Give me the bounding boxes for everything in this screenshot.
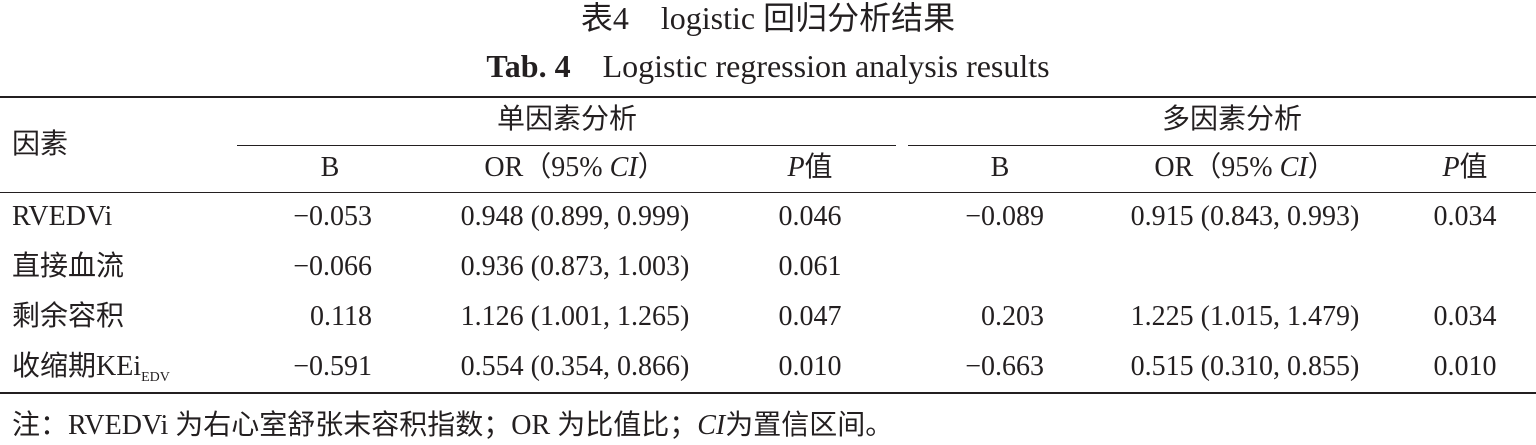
header-or-suffix: ） — [1307, 152, 1336, 183]
row-p-univariate: 0.046 — [778, 201, 842, 232]
table-title-english: Tab. 4 Logistic regression analysis resu… — [0, 50, 1536, 82]
top-rule — [0, 96, 1536, 98]
row-b-multivariate: 0.203 — [981, 301, 1044, 332]
row-or-univariate: 0.948 (0.899, 0.999) — [460, 201, 690, 232]
table-title-chinese: 表4 logistic 回归分析结果 — [0, 2, 1536, 34]
row-b-univariate: −0.066 — [293, 251, 372, 282]
row-b-univariate: −0.053 — [293, 201, 372, 232]
header-ci-text: CI — [609, 152, 638, 183]
header-univariate: 单因素分析 — [496, 104, 637, 135]
bottom-rule — [0, 392, 1536, 394]
group1-rule — [237, 145, 896, 146]
header-multivariate: 多因素分析 — [1161, 104, 1302, 135]
row-factor-subscript: EDV — [141, 370, 170, 385]
note-text: 注：RVEDVi 为右心室舒张末容积指数；OR 为比值比； — [12, 410, 698, 441]
header-or-text: OR（95% — [1154, 152, 1280, 183]
row-p-multivariate: 0.034 — [1433, 301, 1497, 332]
header-p-letter: P — [1442, 152, 1460, 183]
group2-rule — [908, 145, 1536, 146]
row-b-univariate: 0.118 — [310, 301, 372, 332]
note-suffix: 为置信区间。 — [725, 410, 894, 441]
row-b-multivariate: −0.089 — [965, 201, 1044, 232]
header-p-suffix: 值 — [804, 152, 833, 183]
row-p-univariate: 0.061 — [778, 251, 842, 282]
row-or-multivariate: 0.915 (0.843, 0.993) — [1130, 201, 1360, 232]
row-or-univariate: 0.554 (0.354, 0.866) — [460, 351, 690, 382]
header-or-univariate: OR（95% CI） — [420, 154, 730, 182]
header-rule — [0, 192, 1536, 193]
table-note: 注：RVEDVi 为右心室舒张末容积指数；OR 为比值比；CI为置信区间。 — [12, 412, 893, 440]
row-b-multivariate: −0.663 — [965, 351, 1044, 382]
row-p-multivariate: 0.010 — [1433, 351, 1497, 382]
row-p-univariate: 0.010 — [778, 351, 842, 382]
header-p-multivariate: P值 — [1405, 154, 1525, 182]
header-ci-text: CI — [1279, 152, 1308, 183]
header-factor: 因素 — [12, 129, 69, 160]
header-b-multivariate: B — [990, 152, 1010, 183]
note-ci: CI — [697, 410, 726, 441]
row-factor: 直接血流 — [12, 251, 125, 282]
row-or-univariate: 0.936 (0.873, 1.003) — [460, 251, 690, 282]
row-p-univariate: 0.047 — [778, 301, 842, 332]
row-or-multivariate: 0.515 (0.310, 0.855) — [1130, 351, 1360, 382]
row-b-univariate: −0.591 — [293, 351, 372, 382]
row-factor: 剩余容积 — [12, 301, 125, 332]
row-or-multivariate: 1.225 (1.015, 1.479) — [1130, 301, 1360, 332]
table-label-chinese: 表4 — [580, 0, 629, 36]
header-p-letter: P — [787, 152, 805, 183]
table-title-english-text: Logistic regression analysis results — [602, 48, 1050, 84]
header-b-univariate: B — [320, 152, 340, 183]
header-p-univariate: P值 — [750, 154, 870, 182]
row-p-multivariate: 0.034 — [1433, 201, 1497, 232]
header-p-suffix: 值 — [1459, 152, 1488, 183]
row-factor: RVEDVi — [12, 201, 113, 232]
header-or-suffix: ） — [637, 152, 666, 183]
row-factor: 收缩期KEiEDV — [12, 351, 170, 385]
table-title-chinese-text: logistic 回归分析结果 — [660, 0, 956, 36]
row-or-univariate: 1.126 (1.001, 1.265) — [460, 301, 690, 332]
row-factor-text: 收缩期KEi — [12, 351, 142, 382]
header-or-multivariate: OR（95% CI） — [1090, 154, 1400, 182]
header-or-text: OR（95% — [484, 152, 610, 183]
table-label-english: Tab. 4 — [486, 48, 571, 84]
